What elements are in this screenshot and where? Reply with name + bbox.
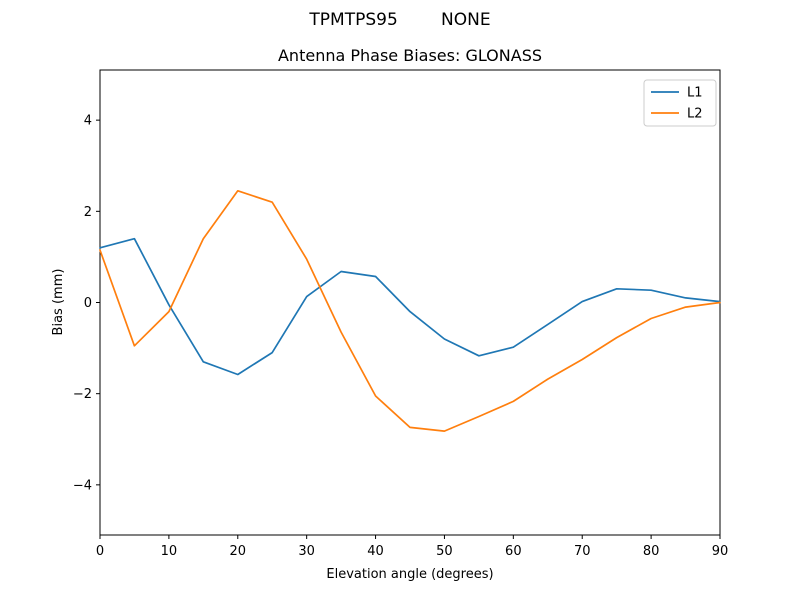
x-tick-label: 40	[367, 544, 384, 559]
y-tick-label: 0	[84, 296, 92, 311]
x-tick-label: 70	[574, 544, 591, 559]
x-tick-label: 0	[96, 544, 104, 559]
legend-label-l1: L1	[687, 86, 703, 101]
series-line-l2	[99, 189, 721, 432]
x-tick-label: 80	[643, 544, 660, 559]
x-tick-label: 10	[161, 544, 178, 559]
axes-title: Antenna Phase Biases: GLONASS	[277, 46, 542, 65]
y-axis-label: Bias (mm)	[51, 269, 66, 336]
series-line-l1	[99, 237, 721, 376]
y-tick-label: 4	[84, 114, 92, 129]
x-tick-label: 30	[298, 544, 315, 559]
axes-frame	[99, 69, 721, 536]
x-axis-label: Elevation angle (degrees)	[326, 567, 493, 582]
y-tick-label: −2	[73, 387, 92, 402]
x-tick-label: 60	[505, 544, 522, 559]
legend-label-l2: L2	[687, 107, 703, 122]
x-tick-label: 90	[712, 544, 729, 559]
y-tick-label: −4	[73, 478, 92, 493]
y-tick-label: 2	[84, 205, 92, 220]
legend-box	[643, 79, 717, 127]
x-tick-label: 50	[436, 544, 453, 559]
figure-suptitle: TPMTPS95 NONE	[309, 10, 491, 30]
x-tick-label: 20	[230, 544, 247, 559]
